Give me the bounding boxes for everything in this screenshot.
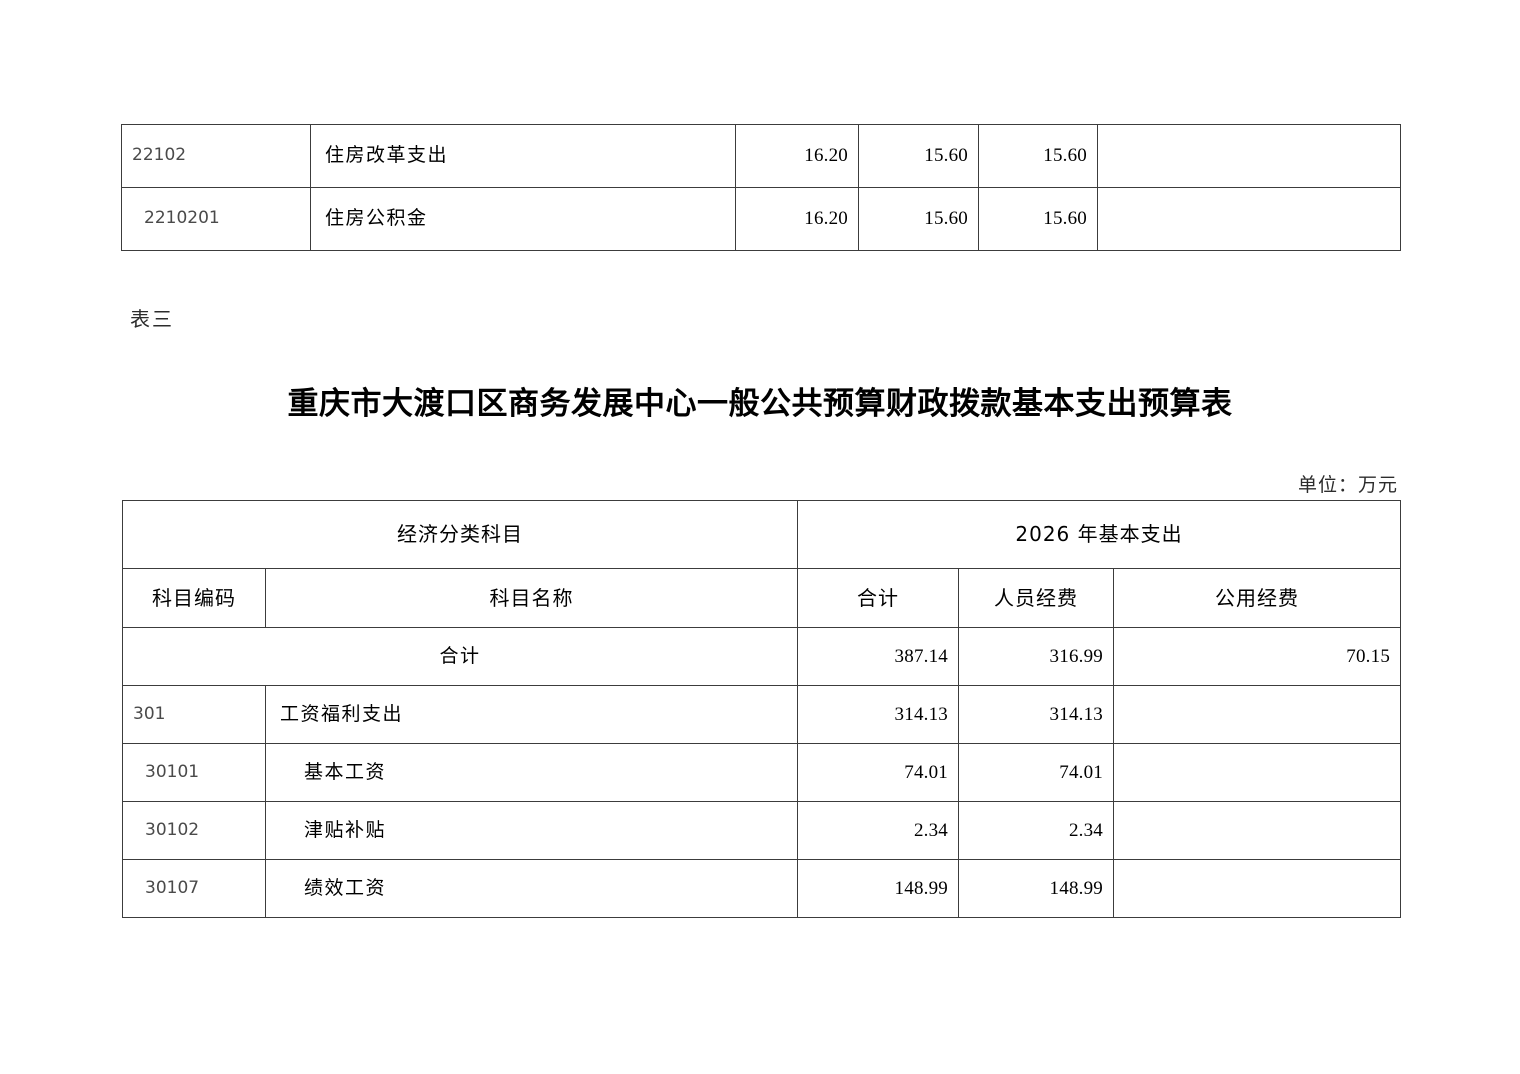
row-name: 津贴补贴 <box>265 801 798 860</box>
table-total-row: 合计 387.14 316.99 70.15 <box>122 627 1402 686</box>
page-title: 重庆市大渡口区商务发展中心一般公共预算财政拨款基本支出预算表 <box>287 386 1233 421</box>
table-row: 30101 基本工资 74.01 74.01 <box>122 743 1402 802</box>
table-row: 2210201 住房公积金 16.20 15.60 15.60 <box>121 187 1401 251</box>
section-label: 表三 <box>130 309 174 331</box>
row-value-2: 15.60 <box>858 124 979 188</box>
row-value-3: 15.60 <box>978 124 1098 188</box>
row-value-1: 16.20 <box>735 124 859 188</box>
header-personnel-expense: 人员经费 <box>958 568 1114 628</box>
row-value-2: 15.60 <box>858 187 979 251</box>
row-value-1: 16.20 <box>735 187 859 251</box>
row-name: 工资福利支出 <box>265 685 798 744</box>
row-personnel: 74.01 <box>958 743 1114 802</box>
row-total: 2.34 <box>797 801 959 860</box>
header-group-economic-category: 经济分类科目 <box>122 500 798 569</box>
table-row: 22102 住房改革支出 16.20 15.60 15.60 <box>121 124 1401 188</box>
total-row-personnel: 316.99 <box>958 627 1114 686</box>
row-name: 绩效工资 <box>265 859 798 918</box>
row-name: 基本工资 <box>265 743 798 802</box>
basic-expenditure-budget-table: 经济分类科目 2026 年基本支出 科目编码 科目名称 合计 人员经费 公用经费… <box>122 500 1402 918</box>
header-subject-code: 科目编码 <box>122 568 266 628</box>
header-public-expense: 公用经费 <box>1112 568 1402 628</box>
header-total: 合计 <box>797 568 959 628</box>
row-code: 30101 <box>122 743 266 802</box>
row-value-4 <box>1097 187 1401 251</box>
total-row-public: 70.15 <box>1112 627 1402 686</box>
header-group-basic-expenditure: 2026 年基本支出 <box>796 500 1402 569</box>
row-code: 30102 <box>122 801 266 860</box>
table-row: 301 工资福利支出 314.13 314.13 <box>122 685 1402 744</box>
row-total: 314.13 <box>797 685 959 744</box>
row-name: 住房公积金 <box>310 187 736 251</box>
row-public <box>1112 859 1402 918</box>
row-code: 22102 <box>121 124 311 188</box>
row-value-3: 15.60 <box>978 187 1098 251</box>
total-row-total: 387.14 <box>797 627 959 686</box>
row-personnel: 148.99 <box>958 859 1114 918</box>
row-public <box>1112 801 1402 860</box>
row-total: 74.01 <box>797 743 959 802</box>
table-header-group-row: 经济分类科目 2026 年基本支出 <box>122 500 1402 569</box>
row-total: 148.99 <box>797 859 959 918</box>
header-subject-name: 科目名称 <box>265 568 798 628</box>
continued-budget-table: 22102 住房改革支出 16.20 15.60 15.60 2210201 住… <box>121 124 1401 251</box>
row-personnel: 314.13 <box>958 685 1114 744</box>
row-value-4 <box>1097 124 1401 188</box>
row-public <box>1112 685 1402 744</box>
row-name: 住房改革支出 <box>310 124 736 188</box>
row-personnel: 2.34 <box>958 801 1114 860</box>
table-row: 30102 津贴补贴 2.34 2.34 <box>122 801 1402 860</box>
row-code: 301 <box>122 685 266 744</box>
row-code: 30107 <box>122 859 266 918</box>
unit-note: 单位：万元 <box>1297 475 1398 496</box>
table-row: 30107 绩效工资 148.99 148.99 <box>122 859 1402 918</box>
table-header-row: 科目编码 科目名称 合计 人员经费 公用经费 <box>122 568 1402 628</box>
row-public <box>1112 743 1402 802</box>
row-code: 2210201 <box>121 187 311 251</box>
total-row-label: 合计 <box>122 627 798 686</box>
